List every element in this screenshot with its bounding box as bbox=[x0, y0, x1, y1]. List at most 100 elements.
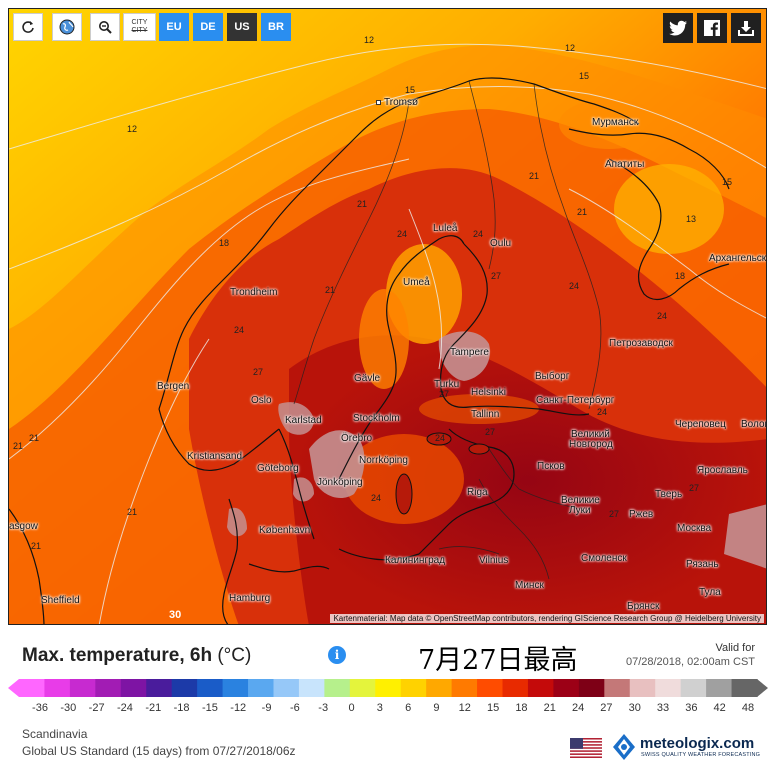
scale-segment bbox=[527, 679, 555, 697]
heat-spot-jutland bbox=[227, 507, 247, 537]
scale-segment bbox=[44, 679, 71, 697]
parameter-name: Max. temperature, 6h bbox=[22, 645, 213, 666]
color-scale bbox=[8, 679, 768, 697]
city-label: Hamburg bbox=[229, 593, 271, 604]
info-icon[interactable]: i bbox=[328, 646, 346, 664]
region-us-button[interactable]: US bbox=[227, 13, 257, 41]
region-de-button[interactable]: DE bbox=[193, 13, 223, 41]
scale-segment bbox=[95, 679, 122, 697]
isotherm-label: 21 bbox=[529, 171, 540, 181]
isotherm-label: 24 bbox=[569, 281, 580, 291]
parameter-unit: (°C) bbox=[217, 645, 252, 666]
facebook-icon bbox=[704, 20, 720, 36]
city-label: Norrköping bbox=[359, 455, 408, 466]
city-label: Vilnius bbox=[479, 555, 509, 566]
core-heat bbox=[289, 335, 766, 624]
city-label: Örebro bbox=[341, 433, 373, 444]
region-eu-button[interactable]: EU bbox=[159, 13, 189, 41]
heat-spot-finland bbox=[438, 331, 490, 381]
city-label: Tromsø bbox=[376, 97, 418, 108]
scale-segment bbox=[375, 679, 402, 697]
coastlines bbox=[9, 77, 730, 624]
scale-tick-label: -27 bbox=[88, 702, 105, 714]
city-label: Kristiansand bbox=[187, 451, 243, 462]
isotherm-label: 18 bbox=[675, 271, 686, 281]
city-label: Великий bbox=[571, 429, 610, 440]
isotherm-label: 21 bbox=[29, 433, 40, 443]
city-label: Апатиты bbox=[605, 159, 645, 170]
isotherm-label: 24 bbox=[657, 311, 668, 321]
meteologix-logo-icon bbox=[613, 734, 635, 760]
scale-tick-label: -6 bbox=[289, 702, 300, 714]
city-label: København bbox=[259, 525, 311, 536]
region-br-button[interactable]: BR bbox=[261, 13, 291, 41]
color-scale-bars bbox=[8, 679, 768, 697]
city-label: Ярославль bbox=[697, 465, 748, 476]
scale-tick-label: 6 bbox=[405, 702, 412, 714]
city-label: Helsinki bbox=[471, 387, 507, 398]
isotherm-label: 24 bbox=[371, 493, 382, 503]
city-label: Брянск bbox=[627, 601, 660, 612]
scale-segment bbox=[324, 679, 351, 697]
city-label: Выборг bbox=[535, 371, 570, 382]
isotherm-label: 27 bbox=[491, 271, 502, 281]
scale-tick-label: 30 bbox=[628, 702, 641, 714]
zoom-out-button[interactable] bbox=[90, 13, 120, 41]
us-flag-icon[interactable] bbox=[570, 738, 602, 758]
isotherm-label: 21 bbox=[127, 507, 138, 517]
city-label: Санкт-Петербург bbox=[536, 395, 615, 406]
city-label: Череповец bbox=[675, 419, 726, 430]
city-label: Великие bbox=[561, 495, 600, 506]
globe-icon bbox=[59, 19, 75, 35]
scale-tick-label: 15 bbox=[486, 702, 500, 714]
model-run: Global US Standard (15 days) from 07/27/… bbox=[22, 744, 296, 758]
scale-segment bbox=[69, 679, 96, 697]
scale-tick-label: -18 bbox=[173, 702, 190, 714]
brand-name[interactable]: meteologix.com bbox=[640, 735, 755, 752]
city-label: Oulu bbox=[490, 238, 512, 249]
city-label: Göteborg bbox=[257, 463, 299, 474]
scale-segment bbox=[400, 679, 427, 697]
scale-tick-label: 3 bbox=[376, 702, 383, 714]
city-toggle-button[interactable]: CITY CITY bbox=[123, 13, 156, 41]
download-button[interactable] bbox=[731, 13, 761, 43]
scale-segment bbox=[298, 679, 325, 697]
borders bbox=[293, 80, 602, 580]
scale-segment bbox=[553, 679, 580, 697]
download-icon bbox=[738, 21, 754, 36]
heat-spot-sweden bbox=[309, 430, 365, 499]
scale-tick-label: 33 bbox=[656, 702, 670, 714]
isotherm-label: 15 bbox=[579, 71, 590, 81]
scale-segment bbox=[273, 679, 300, 697]
scale-tick-label: 42 bbox=[713, 702, 726, 714]
city-label: Karlstad bbox=[285, 415, 322, 426]
city-label: Архангельск bbox=[709, 253, 767, 264]
isotherm-label: 24 bbox=[397, 229, 408, 239]
scale-tick-label: 48 bbox=[741, 702, 755, 714]
isotherm-label: 15 bbox=[405, 85, 416, 95]
city-label: Новгород bbox=[569, 439, 613, 450]
scale-segment bbox=[604, 679, 631, 697]
refresh-icon bbox=[22, 21, 34, 33]
scale-segment bbox=[146, 679, 173, 697]
scale-tick-label: -15 bbox=[201, 702, 218, 714]
scale-tick-label: -9 bbox=[261, 702, 272, 714]
parameter-title: Max. temperature, 6h (°C) bbox=[22, 645, 251, 667]
scale-tick-label: 21 bbox=[543, 702, 556, 714]
isotherm-label: 15 bbox=[722, 177, 733, 187]
scale-tick-label: -36 bbox=[32, 702, 48, 714]
twitter-share-button[interactable] bbox=[663, 13, 693, 43]
facebook-share-button[interactable] bbox=[697, 13, 727, 43]
globe-button[interactable] bbox=[52, 13, 82, 41]
city-label: Смоленск bbox=[581, 553, 627, 564]
refresh-button[interactable] bbox=[13, 13, 43, 41]
city-label: Luleå bbox=[433, 223, 458, 234]
isotherm-label: 27 bbox=[253, 367, 264, 377]
scale-segment bbox=[655, 679, 682, 697]
temperature-map[interactable] bbox=[9, 9, 767, 625]
isotherm-label: 12 bbox=[364, 35, 375, 45]
scale-left-arrow bbox=[8, 679, 19, 697]
map-view[interactable]: CITY CITY EU DE US BR Tromsø Мурманск Ап… bbox=[8, 8, 767, 625]
gulf-of-finland bbox=[419, 394, 539, 424]
islands bbox=[395, 432, 490, 515]
